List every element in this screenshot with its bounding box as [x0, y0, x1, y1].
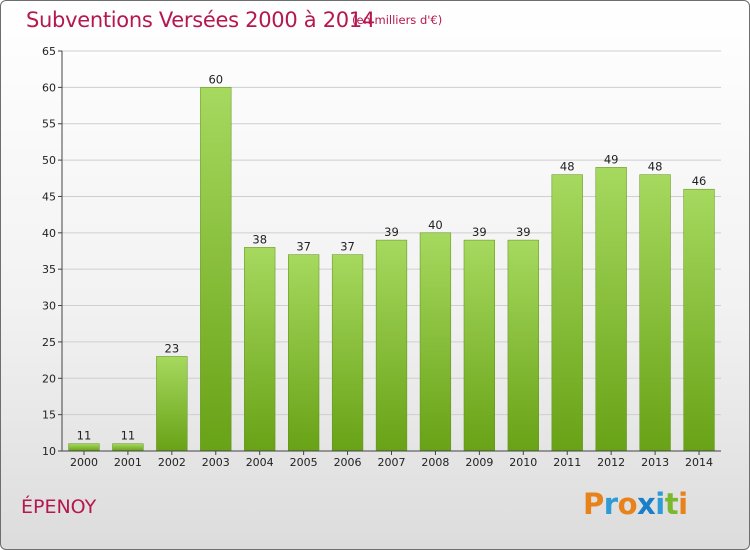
x-tick-label: 2011	[553, 456, 581, 469]
x-tick-label: 2003	[202, 456, 230, 469]
x-tick-label: 2006	[334, 456, 362, 469]
bar	[639, 174, 671, 452]
x-tick-label: 2009	[465, 456, 493, 469]
logo-letter: o	[617, 487, 638, 521]
logo-letter: i	[655, 487, 665, 521]
y-tick-label: 15	[42, 409, 56, 422]
data-label: 40	[428, 218, 443, 232]
logo-letter: x	[637, 487, 656, 521]
chart-title: Subventions Versées 2000 à 2014	[26, 8, 375, 32]
y-tick-label: 30	[42, 300, 56, 313]
labels: 10 15 20 25 30 35 40 45 50 55 60 65 11 2000 11 2001 23 20…	[42, 45, 713, 469]
bar	[244, 247, 276, 452]
x-tick-label: 2005	[290, 456, 318, 469]
y-tick-label: 45	[42, 190, 56, 203]
y-tick-label: 40	[42, 227, 56, 240]
x-tick-label: 2002	[158, 456, 186, 469]
bar	[112, 443, 144, 452]
bar	[331, 254, 364, 452]
logo-letter: r	[603, 487, 618, 521]
data-label: 48	[560, 160, 575, 174]
data-label: 60	[208, 72, 223, 86]
x-tick-label: 2001	[114, 456, 142, 469]
data-label: 37	[340, 240, 355, 254]
data-label: 11	[77, 429, 92, 443]
bar	[463, 239, 495, 452]
bar	[683, 188, 715, 452]
bar	[419, 232, 452, 452]
x-tick-label: 2008	[421, 456, 449, 469]
bar	[200, 87, 232, 452]
bar	[68, 443, 100, 452]
bar	[288, 254, 320, 452]
bar	[375, 239, 408, 452]
y-tick-label: 50	[42, 154, 56, 167]
bar	[551, 174, 583, 452]
axes	[58, 50, 721, 455]
x-tick-label: 2013	[641, 456, 669, 469]
data-label: 49	[604, 152, 619, 166]
y-tick-label: 10	[42, 445, 56, 458]
y-tick-label: 55	[42, 118, 56, 131]
proxiti-logo: Proxiti	[583, 487, 688, 521]
y-tick-label: 60	[42, 81, 56, 94]
data-label: 48	[648, 160, 663, 174]
x-tick-label: 2007	[378, 456, 406, 469]
x-tick-label: 2012	[597, 456, 625, 469]
bar	[595, 167, 627, 452]
x-tick-label: 2004	[246, 456, 274, 469]
data-label: 39	[472, 225, 487, 239]
bar	[507, 239, 539, 452]
data-label: 39	[384, 225, 399, 239]
data-label: 23	[165, 341, 180, 355]
commune-name: ÉPENOY	[21, 496, 97, 518]
x-tick-label: 2000	[70, 456, 98, 469]
bar	[156, 356, 188, 452]
y-tick-label: 25	[42, 336, 56, 349]
y-tick-label: 35	[42, 263, 56, 276]
logo-letter: i	[678, 487, 688, 521]
y-tick-label: 20	[42, 372, 56, 385]
logo-letter: t	[664, 487, 679, 521]
y-tick-label: 65	[42, 45, 56, 58]
data-label: 39	[516, 225, 531, 239]
logo-letter: P	[583, 487, 604, 521]
x-tick-label: 2010	[509, 456, 537, 469]
data-label: 46	[692, 174, 707, 188]
x-tick-label: 2014	[685, 456, 713, 469]
data-label: 37	[296, 240, 311, 254]
chart-subtitle: (en milliers d'€)	[352, 13, 443, 27]
bars	[68, 87, 715, 452]
data-label: 11	[121, 429, 136, 443]
data-label: 38	[252, 232, 267, 246]
